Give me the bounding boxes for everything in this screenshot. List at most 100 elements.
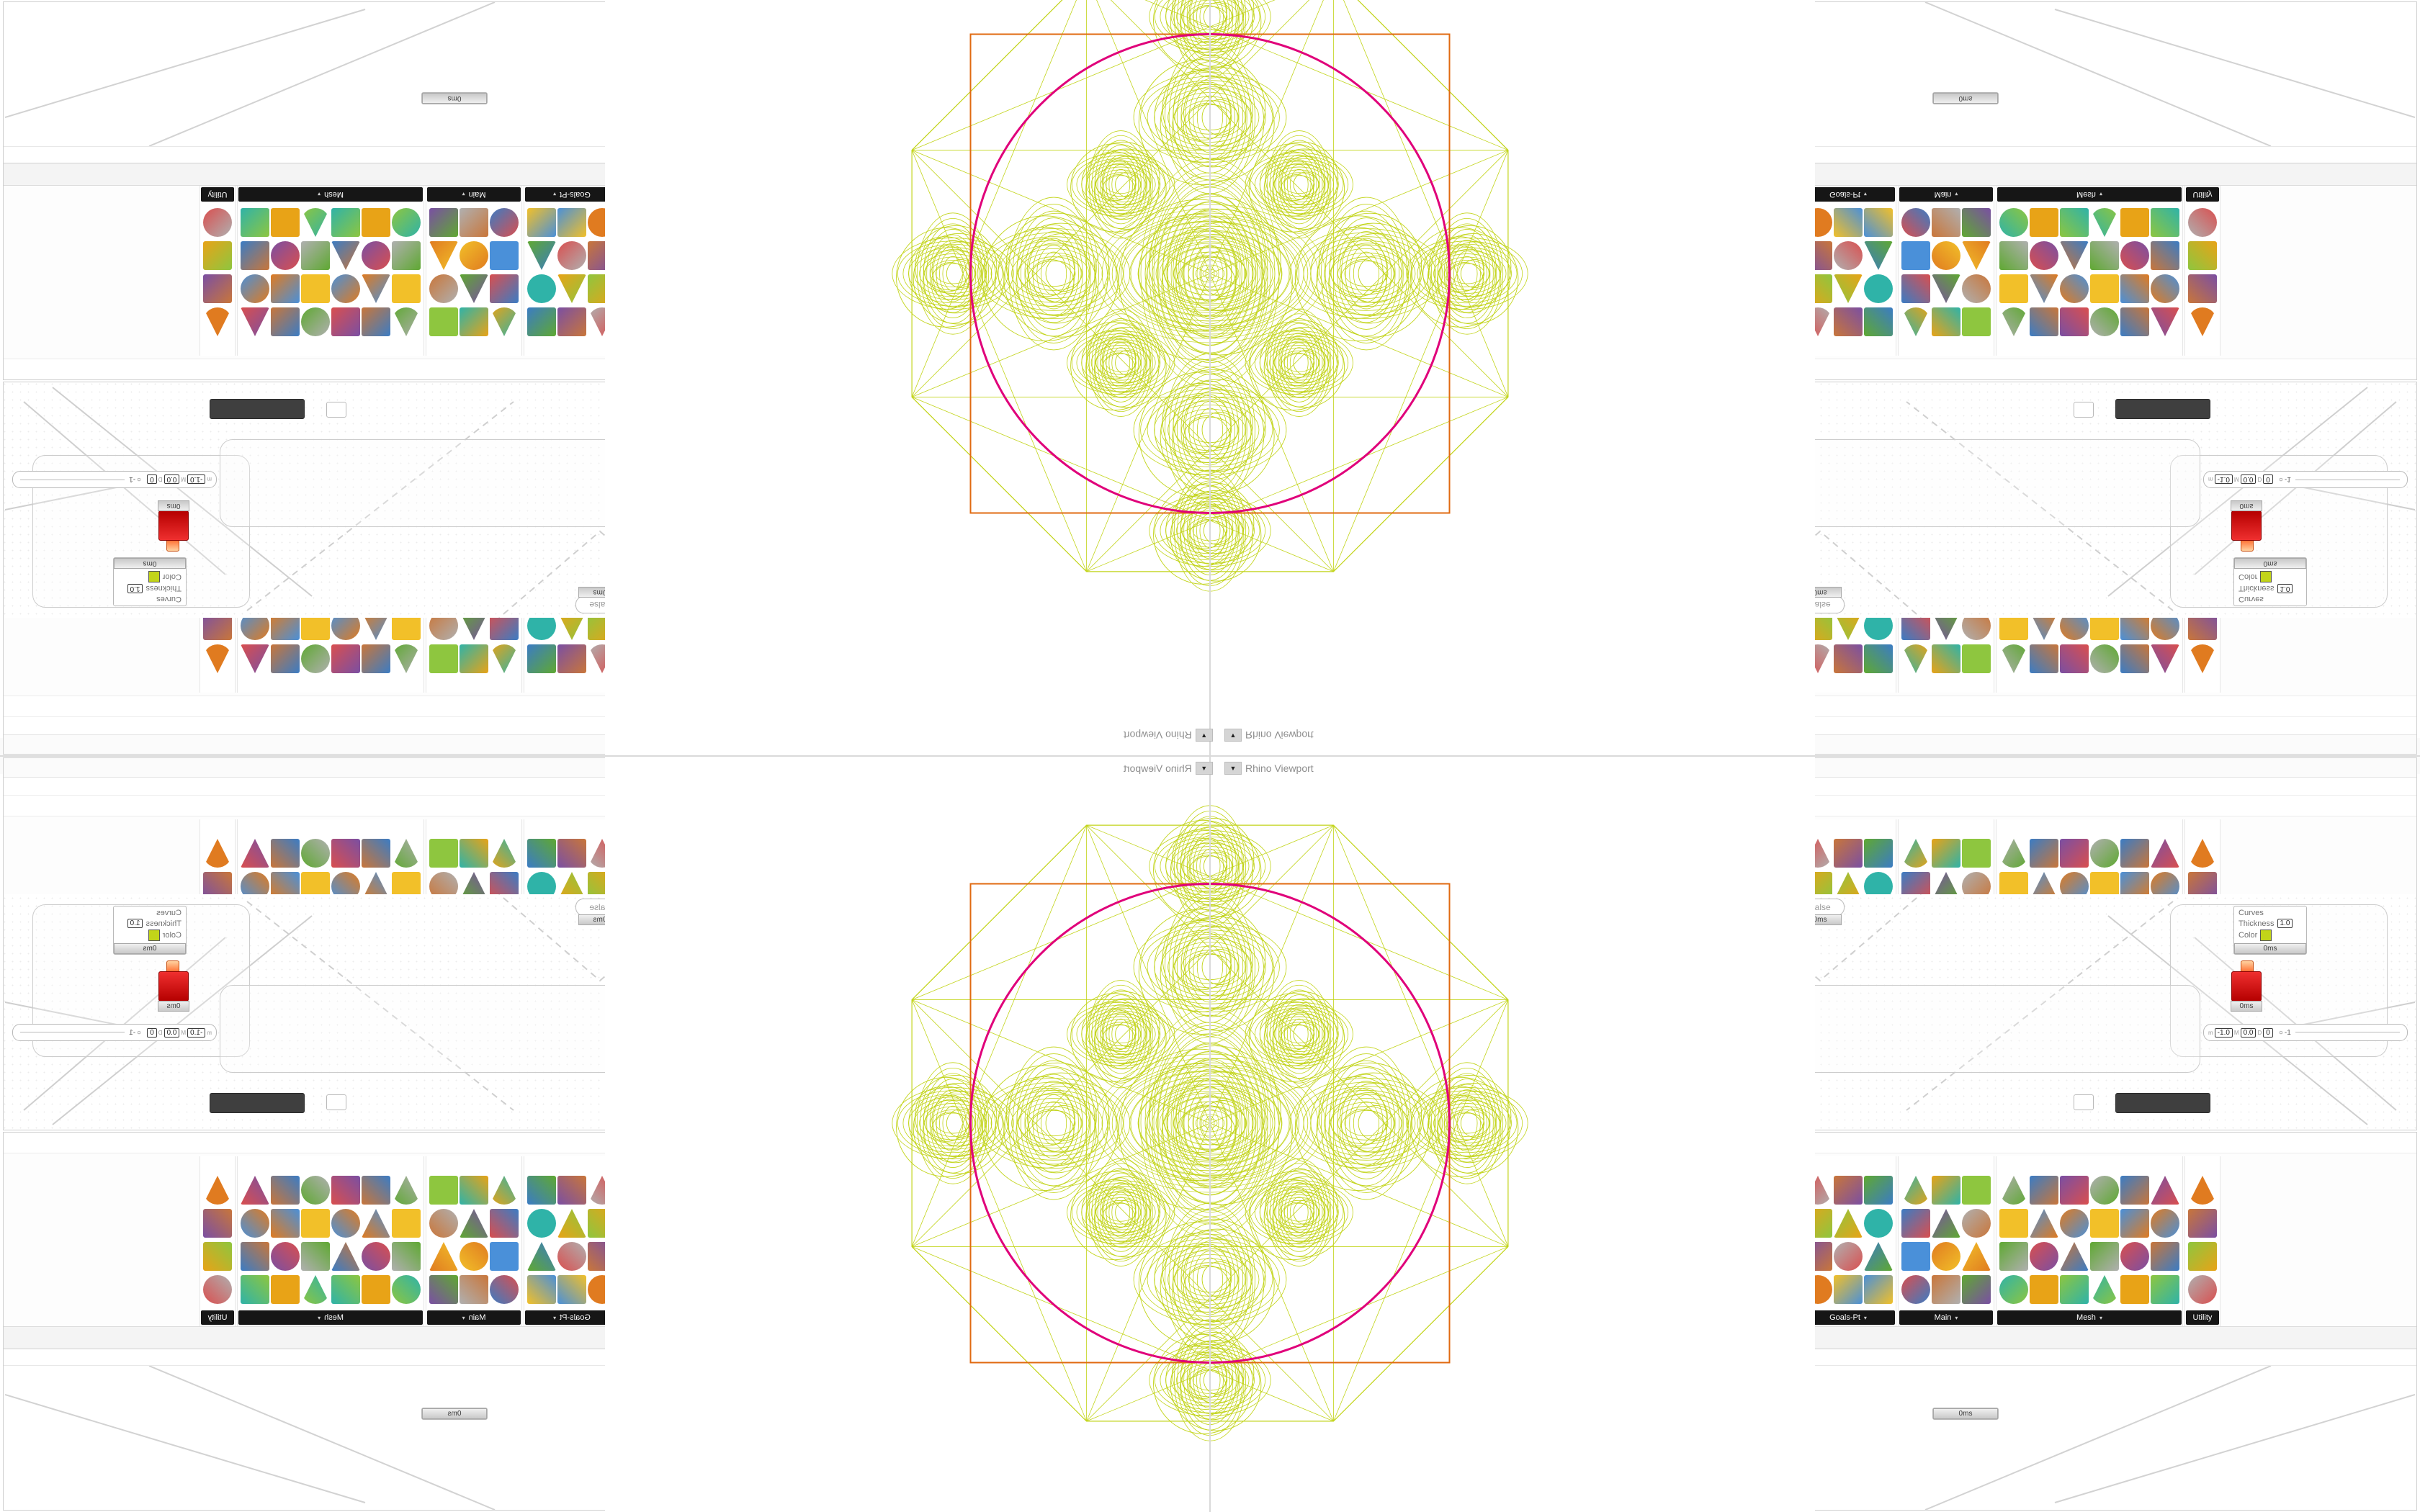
palette-icon[interactable] xyxy=(460,1176,488,1205)
slider-handle[interactable]: ○ xyxy=(2278,475,2283,484)
palette-icon[interactable] xyxy=(392,241,421,270)
palette-icon[interactable] xyxy=(1932,839,1960,868)
palette-icon[interactable] xyxy=(1932,241,1960,270)
palette-icon[interactable] xyxy=(1864,644,1893,673)
viewport-bottom-right[interactable]: ▼ Rhino Viewport xyxy=(1224,762,1314,775)
slider-min-value[interactable]: -1.0 xyxy=(187,474,206,485)
palette-icon[interactable] xyxy=(392,274,421,303)
palette-icon[interactable] xyxy=(490,241,519,270)
slider-track[interactable] xyxy=(2295,1032,2400,1033)
slider-min-value[interactable]: -1.0 xyxy=(2214,474,2233,485)
slider-min-value[interactable]: -1.0 xyxy=(2214,1027,2233,1038)
palette-icon[interactable] xyxy=(331,1209,360,1238)
palette-icon[interactable] xyxy=(2188,839,2217,868)
palette-icon[interactable] xyxy=(527,208,556,237)
palette-icon[interactable] xyxy=(2060,307,2089,336)
palette-icon[interactable] xyxy=(1864,839,1893,868)
small-node[interactable] xyxy=(326,1094,346,1110)
palette-icon[interactable] xyxy=(1834,274,1863,303)
palette-icon[interactable] xyxy=(2188,1242,2217,1271)
palette-icon[interactable] xyxy=(2030,1242,2058,1271)
palette-icon[interactable] xyxy=(460,1275,488,1304)
palette-icon[interactable] xyxy=(2151,839,2179,868)
palette-icon[interactable] xyxy=(2060,208,2089,237)
palette-icon[interactable] xyxy=(1962,208,1991,237)
palette-icon[interactable] xyxy=(2120,1176,2149,1205)
palette-icon[interactable] xyxy=(557,1176,586,1205)
palette-icon[interactable] xyxy=(203,274,232,303)
palette-icon[interactable] xyxy=(2090,241,2119,270)
palette-icon[interactable] xyxy=(2120,241,2149,270)
palette-icon[interactable] xyxy=(203,208,232,237)
slider-min-max-right[interactable]: m -1.0 M 0.0 D 0 ○ -1 xyxy=(12,1024,217,1041)
palette-icon[interactable] xyxy=(557,241,586,270)
palette-icon[interactable] xyxy=(527,644,556,673)
chevron-down-icon[interactable]: ▾ xyxy=(2099,1314,2102,1321)
viewport-top-left[interactable]: ▲ Rhino Viewport xyxy=(1124,729,1213,742)
palette-icon[interactable] xyxy=(301,208,330,237)
chevron-down-icon[interactable]: ▾ xyxy=(462,191,465,198)
palette-icon[interactable] xyxy=(2188,1176,2217,1205)
palette-icon[interactable] xyxy=(490,307,519,336)
palette-icon[interactable] xyxy=(557,644,586,673)
palette-icon[interactable] xyxy=(2120,274,2149,303)
palette-icon[interactable] xyxy=(1999,241,2028,270)
palette-icon[interactable] xyxy=(1834,208,1863,237)
palette-icon[interactable] xyxy=(2090,208,2119,237)
palette-icon[interactable] xyxy=(392,1176,421,1205)
palette-icon[interactable] xyxy=(557,1275,586,1304)
palette-tab-main[interactable]: Main▾ xyxy=(1899,187,1993,202)
palette-icon[interactable] xyxy=(1834,1176,1863,1205)
palette-icon[interactable] xyxy=(2151,644,2179,673)
palette-icon[interactable] xyxy=(527,1275,556,1304)
palette-icon[interactable] xyxy=(1864,241,1893,270)
palette-tab-goalspt[interactable]: Goals-Pt▾ xyxy=(1801,1310,1895,1325)
slider-max-value[interactable]: 0.0 xyxy=(163,1027,180,1038)
palette-icon[interactable] xyxy=(1834,307,1863,336)
palette-icon[interactable] xyxy=(429,208,458,237)
palette-icon[interactable] xyxy=(362,1242,390,1271)
palette-icon[interactable] xyxy=(460,839,488,868)
palette-icon[interactable] xyxy=(1834,1275,1863,1304)
palette-icon[interactable] xyxy=(490,208,519,237)
palette-icon[interactable] xyxy=(241,1242,269,1271)
palette-icon[interactable] xyxy=(2060,1176,2089,1205)
palette-icon[interactable] xyxy=(203,1209,232,1238)
palette-icon[interactable] xyxy=(331,644,360,673)
palette-icon[interactable] xyxy=(331,241,360,270)
custom-preview-right[interactable]: Curves Thickness 1.0 Color 0ms xyxy=(113,906,187,955)
palette-tab-main[interactable]: Main▾ xyxy=(427,187,521,202)
palette-icon[interactable] xyxy=(271,839,300,868)
slider-handle[interactable]: ○ xyxy=(2278,1028,2283,1037)
palette-tab-utility[interactable]: Utility xyxy=(2186,187,2219,202)
chevron-down-icon[interactable]: ▾ xyxy=(553,1314,557,1321)
palette-icon[interactable] xyxy=(203,839,232,868)
palette-icon[interactable] xyxy=(2090,1176,2119,1205)
palette-icon[interactable] xyxy=(362,274,390,303)
palette-icon[interactable] xyxy=(2120,839,2149,868)
slider-handle[interactable]: ○ xyxy=(137,1028,142,1037)
palette-icon[interactable] xyxy=(362,1209,390,1238)
custom-preview-right[interactable]: Curves Thickness 1.0 Color 0ms xyxy=(113,557,187,606)
palette-icon[interactable] xyxy=(241,1176,269,1205)
palette-icon[interactable] xyxy=(241,274,269,303)
palette-icon[interactable] xyxy=(2060,274,2089,303)
palette-tab-mesh[interactable]: Mesh▾ xyxy=(238,1310,423,1325)
palette-icon[interactable] xyxy=(1864,274,1893,303)
slider-min-max-right[interactable]: m -1.0 M 0.0 D 0 ○ -1 xyxy=(12,471,217,488)
palette-icon[interactable] xyxy=(2030,1176,2058,1205)
palette-icon[interactable] xyxy=(490,1176,519,1205)
palette-icon[interactable] xyxy=(1932,208,1960,237)
slider-digits-value[interactable]: 0 xyxy=(147,1027,157,1038)
palette-icon[interactable] xyxy=(331,1242,360,1271)
slider-digits-value[interactable]: 0 xyxy=(2263,1027,2273,1038)
palette-icon[interactable] xyxy=(203,307,232,336)
palette-icon[interactable] xyxy=(2120,644,2149,673)
palette-icon[interactable] xyxy=(331,307,360,336)
viewport-bottom-left[interactable]: ▼ Rhino Viewport xyxy=(1124,762,1213,775)
palette-icon[interactable] xyxy=(392,208,421,237)
palette-icon[interactable] xyxy=(1901,208,1930,237)
palette-icon[interactable] xyxy=(241,241,269,270)
palette-icon[interactable] xyxy=(2188,274,2217,303)
palette-icon[interactable] xyxy=(2060,1242,2089,1271)
